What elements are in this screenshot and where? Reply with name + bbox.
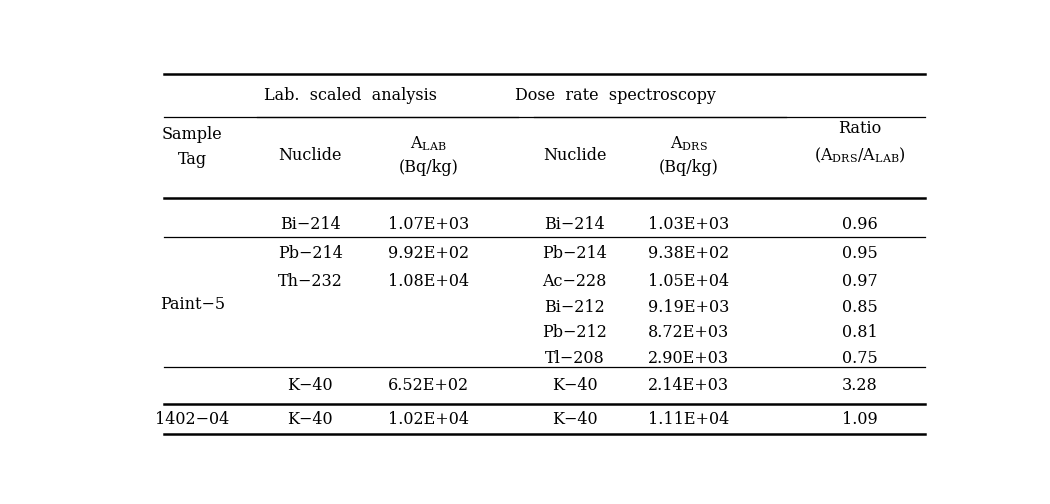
Text: Pb−214: Pb−214 <box>278 245 342 262</box>
Text: Pb−214: Pb−214 <box>542 245 607 262</box>
Text: 2.90E+03: 2.90E+03 <box>648 350 730 366</box>
Text: 6.52E+02: 6.52E+02 <box>387 377 469 394</box>
Text: 9.38E+02: 9.38E+02 <box>648 245 730 262</box>
Text: Tl−208: Tl−208 <box>545 350 605 366</box>
Text: 1.07E+03: 1.07E+03 <box>387 216 469 233</box>
Text: 1.05E+04: 1.05E+04 <box>648 273 730 290</box>
Text: 0.81: 0.81 <box>842 325 878 341</box>
Text: Nuclide: Nuclide <box>543 147 607 164</box>
Text: Bi−212: Bi−212 <box>544 299 605 316</box>
Text: Ratio: Ratio <box>838 120 881 137</box>
Text: 3.28: 3.28 <box>842 377 878 394</box>
Text: 8.72E+03: 8.72E+03 <box>648 325 730 341</box>
Text: 0.75: 0.75 <box>842 350 878 366</box>
Text: 0.85: 0.85 <box>842 299 878 316</box>
Text: 1.09: 1.09 <box>842 411 878 427</box>
Text: Ac−228: Ac−228 <box>543 273 607 290</box>
Text: 9.92E+02: 9.92E+02 <box>387 245 469 262</box>
Text: 1.11E+04: 1.11E+04 <box>648 411 730 427</box>
Text: (Bq/kg): (Bq/kg) <box>658 159 718 176</box>
Text: K−40: K−40 <box>288 377 333 394</box>
Text: A$_{\mathregular{LAB}}$: A$_{\mathregular{LAB}}$ <box>410 135 446 153</box>
Text: K−40: K−40 <box>288 411 333 427</box>
Text: Bi−214: Bi−214 <box>544 216 605 233</box>
Text: Sample: Sample <box>162 125 223 143</box>
Text: Pb−212: Pb−212 <box>542 325 607 341</box>
Text: Paint−5: Paint−5 <box>160 296 225 313</box>
Text: Dose  rate  spectroscopy: Dose rate spectroscopy <box>514 87 716 104</box>
Text: 1.08E+04: 1.08E+04 <box>387 273 469 290</box>
Text: (Bq/kg): (Bq/kg) <box>398 159 458 176</box>
Text: Th−232: Th−232 <box>278 273 342 290</box>
Text: 0.95: 0.95 <box>842 245 878 262</box>
Text: (A$_{\mathregular{DRS}}$/A$_{\mathregular{LAB}}$): (A$_{\mathregular{DRS}}$/A$_{\mathregula… <box>814 146 905 165</box>
Text: Nuclide: Nuclide <box>278 147 342 164</box>
Text: A$_{\mathregular{DRS}}$: A$_{\mathregular{DRS}}$ <box>670 135 708 153</box>
Text: 0.97: 0.97 <box>842 273 878 290</box>
Text: Tag: Tag <box>177 151 207 168</box>
Text: 9.19E+03: 9.19E+03 <box>648 299 730 316</box>
Text: 1.03E+03: 1.03E+03 <box>648 216 730 233</box>
Text: K−40: K−40 <box>552 377 597 394</box>
Text: K−40: K−40 <box>552 411 597 427</box>
Text: 0.96: 0.96 <box>842 216 878 233</box>
Text: 1.02E+04: 1.02E+04 <box>387 411 468 427</box>
Text: 1402−04: 1402−04 <box>155 411 229 427</box>
Text: Lab.  scaled  analysis: Lab. scaled analysis <box>265 87 438 104</box>
Text: 2.14E+03: 2.14E+03 <box>648 377 730 394</box>
Text: Bi−214: Bi−214 <box>280 216 340 233</box>
